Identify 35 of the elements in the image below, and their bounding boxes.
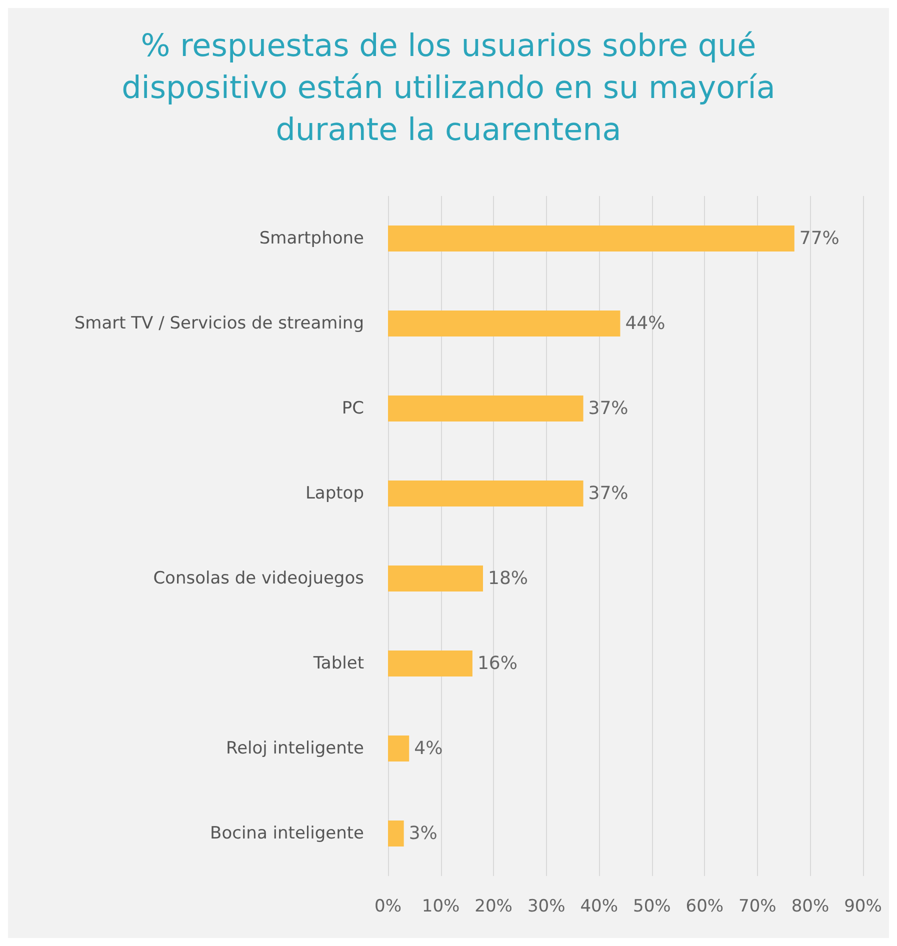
y-tick-label: Consolas de videojuegos: [153, 568, 364, 588]
x-tick-label: 60%: [686, 896, 724, 916]
y-tick-label: Bocina inteligente: [210, 824, 364, 844]
bar: [388, 310, 620, 336]
chart-title: % respuestas de los usuarios sobre qué dispositivo están utilizando en su mayoría durante la cuarentena: [122, 28, 776, 148]
data-label: 16%: [477, 653, 518, 674]
data-label: 4%: [414, 738, 443, 759]
y-tick-label: Smart TV / Servicios de streaming: [74, 314, 364, 334]
data-label: 37%: [588, 483, 628, 504]
bar: [388, 736, 410, 762]
bar: [388, 480, 584, 506]
data-label: 3%: [408, 823, 438, 844]
bar: [388, 226, 794, 252]
data-label: 18%: [488, 568, 528, 589]
y-tick-label: Laptop: [305, 484, 364, 504]
x-tick-label: 50%: [632, 896, 671, 916]
bar: [388, 396, 584, 422]
x-tick-label: 90%: [844, 896, 882, 916]
x-tick-label: 20%: [474, 896, 512, 916]
x-tick-label: 30%: [527, 896, 566, 916]
x-tick-label: 0%: [374, 896, 402, 916]
data-label: 77%: [799, 228, 840, 249]
data-label: 44%: [625, 313, 666, 334]
y-tick-label: Reloj inteligente: [226, 738, 364, 758]
x-tick-label: 80%: [791, 896, 830, 916]
y-tick-label: Tablet: [312, 654, 364, 674]
y-tick-label: Smartphone: [259, 228, 364, 248]
x-tick-label: 70%: [738, 896, 776, 916]
x-tick-label: 10%: [422, 896, 460, 916]
x-tick-label: 40%: [580, 896, 618, 916]
bar: [388, 820, 404, 846]
bar: [388, 566, 483, 592]
y-tick-label: PC: [342, 398, 364, 418]
bar: [388, 650, 472, 676]
data-label: 37%: [588, 398, 628, 419]
